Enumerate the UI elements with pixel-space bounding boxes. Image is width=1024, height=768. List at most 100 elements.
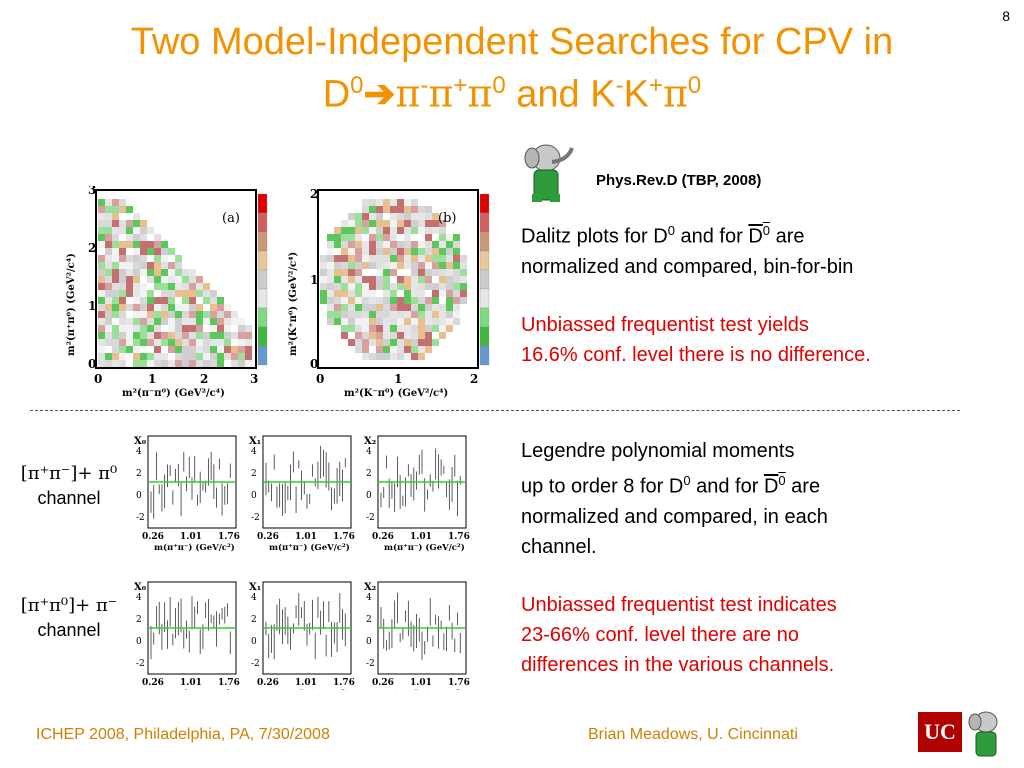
dalitz-cell [126,311,133,318]
dalitz-cell [327,297,334,304]
dalitz-cell [341,304,348,311]
dalitz-cell [327,255,334,262]
dalitz-cell [446,234,453,241]
dalitz-cell [140,304,147,311]
dalitz-cell [133,276,140,283]
dalitz-b-xtick: 1 [394,372,402,386]
dalitz-cell [362,290,369,297]
color-scale-segment [479,307,490,328]
dalitz-cell [105,318,112,325]
dalitz-cell [425,283,432,290]
dalitz-cell [453,276,460,283]
dalitz-cell [112,220,119,227]
dalitz-cell [133,283,140,290]
dalitz-cell [119,325,126,332]
dalitz-cell [341,283,348,290]
dalitz-cell [98,339,105,346]
dalitz-cell [362,262,369,269]
dalitz-cell [217,339,224,346]
dalitz-cell [369,213,376,220]
moment-ytick: 2 [136,469,142,479]
dalitz-cell [231,360,238,367]
dalitz-cell [98,206,105,213]
dalitz-cell [133,213,140,220]
dalitz-cell [369,346,376,353]
dalitz-cell [154,353,161,360]
dalitz-cell [397,346,404,353]
dalitz-cell [189,283,196,290]
dalitz-cell [397,220,404,227]
dalitz-cell [411,220,418,227]
dalitz-cell [369,339,376,346]
dalitz-cell [341,262,348,269]
dalitz-cell [425,332,432,339]
dalitz-cell [98,311,105,318]
dalitz-cell [411,304,418,311]
dalitz-cell [189,269,196,276]
dalitz-cell [369,297,376,304]
dalitz-cell [390,346,397,353]
dalitz-cell [439,304,446,311]
moment-xlabel: m(π⁺π⁰) (GeV/c²) [269,688,349,690]
dalitz-cell [105,360,112,367]
dalitz-cell [390,206,397,213]
dalitz-cell [425,290,432,297]
color-scale-segment [479,269,490,290]
dalitz-cell [446,262,453,269]
dalitz-cell [119,311,126,318]
dalitz-cell [439,227,446,234]
dalitz-cell [140,297,147,304]
dalitz-cell [355,311,362,318]
dalitz-cell [126,220,133,227]
dalitz-cell [411,311,418,318]
dalitz-cell [105,311,112,318]
dalitz-a-xtick: 3 [250,372,258,386]
dalitz-cell [140,353,147,360]
dalitz-a-ytick: 1 [88,299,96,313]
dalitz-cell [98,241,105,248]
dalitz-cell [348,220,355,227]
dalitz-cell [341,269,348,276]
moment-ytick: 4 [136,593,142,603]
dalitz-cell [362,220,369,227]
dalitz-cell [383,206,390,213]
dalitz-cell [161,297,168,304]
dalitz-cell [376,241,383,248]
dalitz-cell [98,248,105,255]
dalitz-cell [327,276,334,283]
dalitz-cell [418,199,425,206]
dalitz-cell [98,360,105,367]
dalitz-cell [210,346,217,353]
dalitz-cell [112,283,119,290]
dalitz-cell [168,318,175,325]
slide-title: Two Model-Independent Searches for CPV i… [0,20,1024,117]
dalitz-cell [376,248,383,255]
dalitz-cell [140,241,147,248]
dalitz-cell [411,241,418,248]
dalitz-cell [126,234,133,241]
dalitz-cell [182,339,189,346]
dalitz-cell [432,234,439,241]
dalitz-cell [126,227,133,234]
dalitz-cell [355,339,362,346]
dalitz-cell [238,360,245,367]
dalitz-cell [418,255,425,262]
dalitz-cell [147,262,154,269]
dalitz-cell [439,269,446,276]
dalitz-cell [147,318,154,325]
moment-label: X₁ [249,582,261,593]
dalitz-cell [446,325,453,332]
dalitz-cell [425,339,432,346]
dalitz-cell [119,353,126,360]
dalitz-cell [432,213,439,220]
dalitz-a-xtick: 2 [200,372,208,386]
dalitz-cell [140,318,147,325]
dalitz-cell [453,255,460,262]
dalitz-cell [397,248,404,255]
dalitz-cell [147,276,154,283]
moment-xtick: 1.76 [448,532,470,542]
dalitz-cell [460,269,467,276]
dalitz-cell [446,276,453,283]
dalitz-cell [147,234,154,241]
dalitz-cell [362,199,369,206]
